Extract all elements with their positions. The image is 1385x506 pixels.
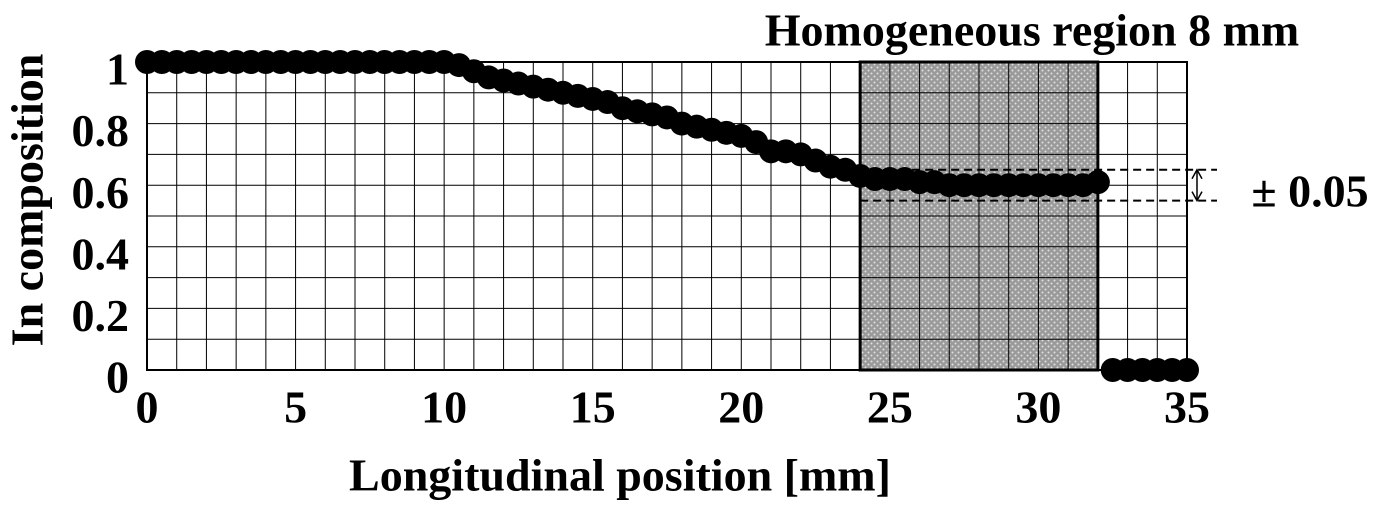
y-tick-label: 0.6 xyxy=(72,167,130,218)
y-tick-label: 0.8 xyxy=(72,105,130,156)
y-tick-label: 1 xyxy=(106,44,129,95)
x-tick-label: 35 xyxy=(1164,382,1210,433)
y-tick-label: 0 xyxy=(106,352,129,403)
x-tick-label: 25 xyxy=(867,382,913,433)
region-frame xyxy=(858,60,1100,372)
x-tick-label: 0 xyxy=(136,382,159,433)
x-tick-label: 10 xyxy=(421,382,467,433)
x-tick-label: 5 xyxy=(284,382,307,433)
y-tick-label: 0.4 xyxy=(72,228,130,279)
x-tick-label: 30 xyxy=(1015,382,1061,433)
y-axis-label: In composition xyxy=(2,54,53,347)
x-tick-label: 20 xyxy=(718,382,764,433)
band-arrowhead xyxy=(1191,168,1203,203)
data-point xyxy=(1085,170,1110,195)
band-label: ± 0.05 xyxy=(1251,166,1368,217)
y-tick-label: 0.2 xyxy=(72,290,130,341)
data-point xyxy=(1175,358,1199,382)
x-tick-label: 15 xyxy=(570,382,616,433)
plot-frame xyxy=(146,61,1188,371)
region-label: Homogeneous region 8 mm xyxy=(765,5,1300,56)
x-axis-label: Longitudinal position [mm] xyxy=(349,450,891,501)
